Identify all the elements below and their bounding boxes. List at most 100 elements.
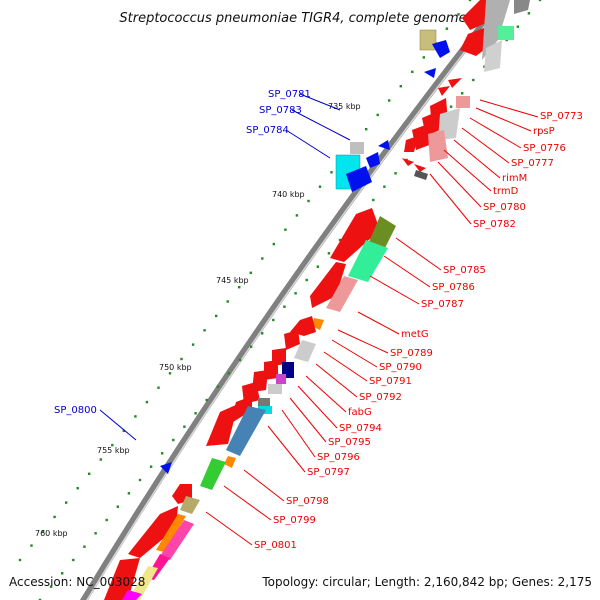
gene-label[interactable]: metG xyxy=(401,329,429,340)
gene-label[interactable]: SP_0795 xyxy=(328,437,371,448)
gene-block[interactable] xyxy=(294,340,316,362)
label-connector xyxy=(285,129,331,159)
gene-block[interactable] xyxy=(326,276,358,312)
gene-block[interactable] xyxy=(226,406,266,456)
gene-block[interactable] xyxy=(498,26,514,40)
scale-dot xyxy=(305,278,308,282)
scale-dot xyxy=(76,487,79,490)
gene-label[interactable]: trmD xyxy=(493,186,519,197)
gene-block[interactable] xyxy=(224,456,236,468)
gene-label[interactable]: rpsP xyxy=(533,126,555,137)
gene-block[interactable] xyxy=(160,520,194,560)
gene-blocks xyxy=(104,0,530,600)
scale-dot xyxy=(365,128,368,131)
gene-block[interactable] xyxy=(128,566,158,600)
scale-dot xyxy=(394,172,397,175)
scale-dot xyxy=(318,185,322,188)
gene-label[interactable]: SP_0780 xyxy=(483,202,526,213)
gene-arrow[interactable] xyxy=(402,158,414,166)
gene-arrow[interactable] xyxy=(424,68,436,78)
gene-arrow[interactable] xyxy=(160,462,172,474)
gene-block[interactable] xyxy=(268,384,282,394)
gene-feature[interactable] xyxy=(419,29,437,51)
gene-block[interactable] xyxy=(414,170,428,180)
gene-block[interactable] xyxy=(206,404,238,446)
gene-label[interactable]: SP_0792 xyxy=(359,392,402,403)
gene-block[interactable] xyxy=(456,96,470,108)
gene-arrow[interactable] xyxy=(414,164,426,172)
gene-label[interactable]: fabG xyxy=(348,407,372,418)
gene-arrow[interactable] xyxy=(346,166,372,192)
scale-dot xyxy=(283,305,286,308)
gene-label[interactable]: SP_0799 xyxy=(273,515,316,526)
gene-block[interactable] xyxy=(348,240,388,282)
gene-block[interactable] xyxy=(310,262,346,308)
scale-dot xyxy=(295,214,299,217)
scale-dot xyxy=(226,300,229,303)
label-connector xyxy=(243,469,285,502)
gene-label[interactable]: SP_0796 xyxy=(317,452,360,463)
label-connector xyxy=(475,107,532,132)
gene-block[interactable] xyxy=(484,40,502,72)
gene-block[interactable] xyxy=(412,124,432,150)
gene-arrow[interactable] xyxy=(378,140,390,150)
gene-arrow[interactable] xyxy=(432,40,450,58)
gene-label[interactable]: SP_0776 xyxy=(523,143,566,154)
scale-dot xyxy=(327,252,331,255)
label-connector xyxy=(443,149,492,192)
gene-label[interactable]: SP_0794 xyxy=(339,423,382,434)
gene-block[interactable] xyxy=(122,590,142,600)
gene-arrow[interactable] xyxy=(448,78,462,88)
scale-dot xyxy=(461,92,464,95)
gene-block[interactable] xyxy=(230,396,252,424)
scale-dot xyxy=(284,228,287,231)
gene-label[interactable]: SP_0782 xyxy=(473,219,516,230)
gene-label[interactable]: SP_0777 xyxy=(511,158,554,169)
gene-block[interactable] xyxy=(156,514,186,552)
label-connector xyxy=(297,385,338,429)
topology-text: Topology: circular; Length: 2,160,842 bp… xyxy=(261,575,592,589)
gene-block[interactable] xyxy=(276,374,286,384)
gene-label[interactable]: SP_0797 xyxy=(307,467,350,478)
gene-block[interactable] xyxy=(482,0,510,60)
gene-label[interactable]: SP_0801 xyxy=(254,540,297,551)
gene-label[interactable]: SP_0773 xyxy=(540,111,583,122)
gene-label[interactable]: SP_0800 xyxy=(54,405,97,416)
gene-block[interactable] xyxy=(128,506,178,558)
gene-block[interactable] xyxy=(104,558,140,600)
scale-dot xyxy=(105,518,108,522)
gene-arrow[interactable] xyxy=(438,86,450,96)
gene-label[interactable]: SP_0790 xyxy=(379,362,422,373)
gene-arrow[interactable] xyxy=(366,152,380,168)
gene-label[interactable]: SP_0784 xyxy=(246,125,289,136)
gene-label[interactable]: rimM xyxy=(502,173,527,184)
gene-label[interactable]: SP_0789 xyxy=(390,348,433,359)
scale-dot xyxy=(527,12,531,15)
gene-block[interactable] xyxy=(312,318,324,330)
gene-label[interactable]: SP_0791 xyxy=(369,376,412,387)
gene-block[interactable] xyxy=(200,458,226,490)
gene-label[interactable]: SP_0785 xyxy=(443,265,486,276)
red-labels: SP_0773 rpsP SP_0776 SP_0777 rimM trmD S… xyxy=(254,111,583,551)
gene-block[interactable] xyxy=(404,136,418,152)
map-title: Streptococcus pneumoniae TIGR4, complete… xyxy=(119,11,466,26)
gene-block[interactable] xyxy=(428,130,448,162)
gene-block[interactable] xyxy=(330,208,380,262)
scale-dot xyxy=(49,585,53,588)
scale-dot xyxy=(53,515,56,519)
gene-label[interactable]: SP_0786 xyxy=(432,282,475,293)
gene-label[interactable]: SP_0783 xyxy=(259,105,302,116)
blue-labels: SP_0781 SP_0783 SP_0784 SP_0800 xyxy=(54,89,311,416)
gene-label[interactable]: SP_0798 xyxy=(286,496,329,507)
gene-block[interactable] xyxy=(180,496,200,514)
gene-block[interactable] xyxy=(284,330,300,350)
gene-label[interactable]: SP_0781 xyxy=(268,89,311,100)
gene-block[interactable] xyxy=(368,216,396,250)
scale-dot xyxy=(272,318,275,322)
gene-feature[interactable] xyxy=(350,142,364,154)
label-connector xyxy=(383,255,431,288)
gene-block[interactable] xyxy=(514,0,530,14)
label-connector xyxy=(437,161,482,208)
gene-label[interactable]: SP_0787 xyxy=(421,299,464,310)
